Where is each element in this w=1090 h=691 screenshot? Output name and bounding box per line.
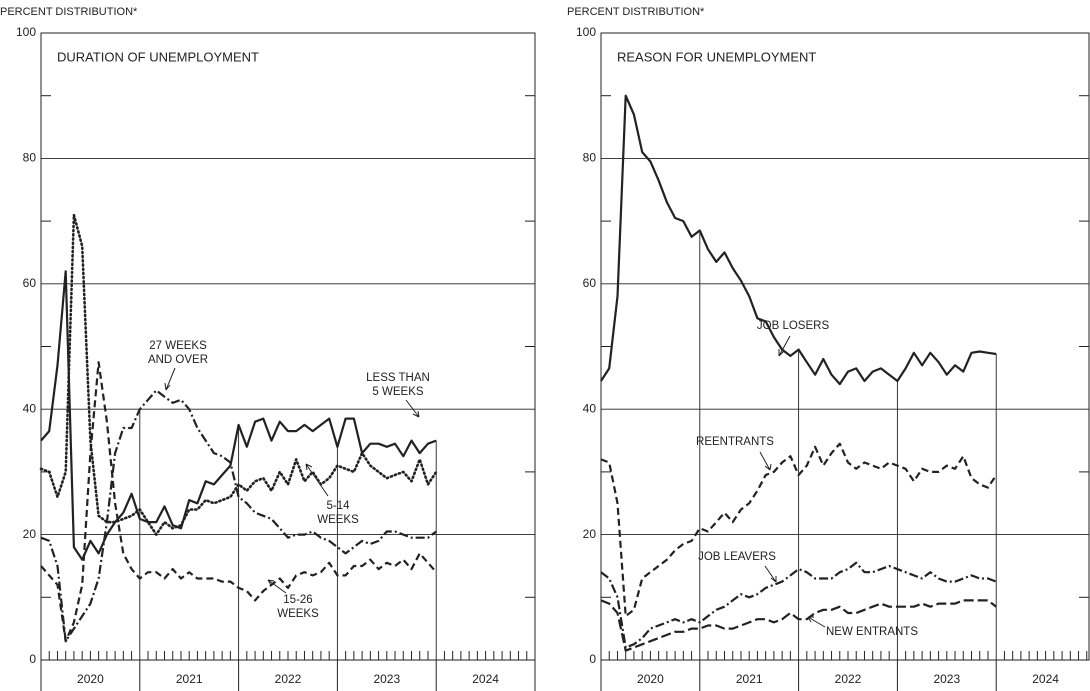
x-tick-label: 2023 [933, 672, 960, 686]
y-tick-label: 0 [589, 652, 596, 666]
data-line [600, 94, 997, 386]
y-tick-label: 80 [583, 151, 597, 165]
annotation: REENTRANTS [696, 436, 774, 448]
annotation: JOB LOSERS [757, 320, 830, 332]
annotation-arrow [764, 565, 777, 583]
x-tick-label: 2020 [637, 672, 664, 686]
data-line [40, 389, 437, 643]
y-tick-label: 100 [576, 25, 596, 39]
annotation-arrow [778, 335, 791, 357]
x-tick-label: 2024 [472, 672, 499, 686]
y-axis-label: PERCENT DISTRIBUTION* [567, 6, 705, 18]
data-line [600, 442, 998, 618]
annotations-right: JOB LOSERS REENTRANTS JOB LEAVERS NEW EN… [696, 320, 918, 638]
y-tick-label: 60 [23, 276, 37, 290]
annotation-arrow [807, 616, 826, 628]
chart-title: REASON FOR UNEMPLOYMENT [617, 49, 816, 64]
annotation-arrow [759, 451, 772, 471]
annotation: WEEKS [277, 608, 319, 620]
annotation: 15-26 [283, 594, 312, 606]
y-axis-label: PERCENT DISTRIBUTION* [0, 6, 138, 18]
y-tick-label: 80 [23, 151, 37, 165]
annotation-arrow [305, 463, 329, 497]
y-tick-label: 20 [583, 527, 597, 541]
annotation-arrow [267, 579, 287, 594]
y-tick-label: 0 [29, 652, 36, 666]
annotations-left: 27 WEEKS AND OVER LESS THAN 5 WEEKS 5-14… [148, 340, 430, 620]
y-tick-label: 60 [583, 276, 597, 290]
annotation: 5-14 [326, 500, 350, 512]
plot-frame [600, 32, 1090, 661]
data-line [40, 361, 438, 643]
y-tick-label: 40 [583, 401, 597, 415]
data-line [600, 599, 997, 652]
x-tick-label: 2022 [835, 672, 862, 686]
chart-panel: PERCENT DISTRIBUTION* DURATION OF UNEMPLO… [0, 6, 536, 691]
annotation: LESS THAN [366, 372, 430, 384]
annotation: WEEKS [317, 514, 359, 526]
chart-panel: PERCENT DISTRIBUTION* REASON FOR UNEMPLOY… [567, 6, 1090, 691]
x-tick-label: 2020 [77, 672, 104, 686]
y-tick-label: 40 [23, 401, 37, 415]
y-tick-label: 20 [23, 527, 37, 541]
annotation-arrow [405, 399, 420, 418]
data-line [40, 270, 437, 561]
x-tick-label: 2021 [736, 672, 763, 686]
annotation: 5 WEEKS [372, 386, 423, 398]
annotation: 27 WEEKS [149, 340, 207, 352]
plot-frame [40, 32, 536, 661]
x-tick-label: 2021 [176, 672, 203, 686]
annotation: AND OVER [148, 354, 208, 366]
annotation: NEW ENTRANTS [826, 626, 918, 638]
chart-title: DURATION OF UNEMPLOYMENT [57, 49, 259, 64]
y-tick-label: 100 [16, 25, 36, 39]
annotation: JOB LEAVERS [698, 551, 776, 563]
x-tick-label: 2022 [275, 672, 302, 686]
x-tick-label: 2024 [1032, 672, 1059, 686]
annotation-arrow [164, 367, 176, 391]
data-line [600, 561, 997, 649]
x-tick-label: 2023 [373, 672, 400, 686]
